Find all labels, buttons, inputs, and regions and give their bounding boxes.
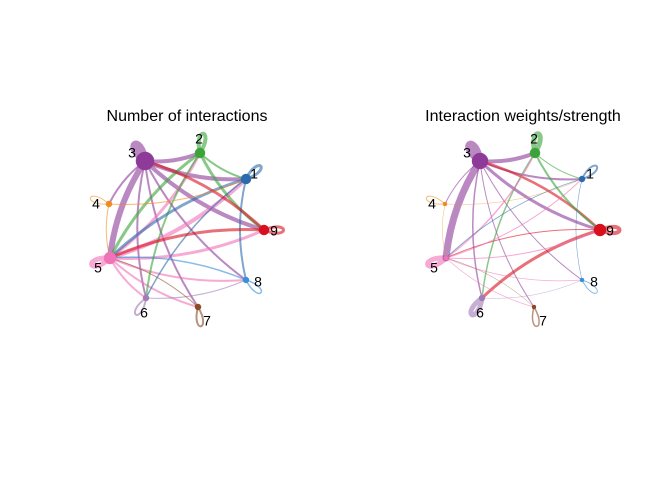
node-9 [593, 223, 607, 237]
edge-4-4 [425, 195, 446, 205]
edge-7-5 [445, 257, 535, 308]
edge-3-8 [479, 160, 583, 281]
node-label-6: 6 [476, 305, 484, 321]
node-layer: 1 2 3 4 5 6 7 8 9 [92, 131, 278, 329]
node-5 [443, 255, 449, 261]
node-label-3: 3 [128, 145, 136, 161]
panel-title: Interaction weights/strength [425, 108, 621, 125]
edge-1-1 [244, 164, 263, 181]
edge-9-5 [445, 228, 601, 259]
edge-5-7 [445, 257, 535, 308]
node-4 [105, 200, 113, 208]
node-8 [242, 276, 250, 284]
edge-5-8 [445, 257, 583, 282]
node-label-7: 7 [203, 313, 211, 329]
node-label-4: 4 [92, 196, 100, 212]
edge-6-6 [133, 297, 147, 316]
edge-7-5 [109, 257, 199, 308]
node-label-8: 8 [254, 274, 262, 290]
node-4 [442, 201, 448, 207]
node-label-5: 5 [430, 260, 438, 276]
edge-2-5 [108, 151, 202, 260]
edge-5-9 [445, 229, 601, 260]
edge-3-5 [107, 158, 148, 261]
node-layer: 1 2 3 4 5 6 7 8 9 [428, 131, 614, 329]
edge-8-5 [109, 256, 247, 281]
edge-2-6 [481, 152, 536, 299]
edge-3-2 [478, 151, 537, 164]
edge-6-8 [145, 279, 247, 299]
edge-9-3 [143, 159, 266, 232]
edge-9-6 [480, 228, 602, 300]
node-1 [240, 173, 252, 185]
edge-6-6 [468, 295, 485, 318]
node-6 [142, 294, 150, 302]
node-label-8: 8 [590, 274, 598, 290]
node-label-1: 1 [250, 166, 258, 182]
edge-6-8 [481, 279, 583, 299]
node-2 [194, 147, 206, 159]
edge-4-1 [108, 178, 247, 205]
edge-5-8 [109, 257, 247, 282]
edge-2-2 [531, 131, 543, 156]
node-6 [478, 294, 486, 302]
node-label-2: 2 [195, 131, 203, 147]
edge-8-8 [581, 279, 598, 294]
node-2 [529, 147, 541, 159]
edge-1-5 [445, 178, 583, 259]
node-label-6: 6 [140, 305, 148, 321]
node-label-5: 5 [94, 260, 102, 276]
edge-5-9 [108, 228, 266, 261]
node-1 [578, 175, 586, 183]
node-label-9: 9 [606, 223, 614, 239]
node-3 [471, 152, 489, 170]
node-7 [531, 304, 537, 310]
edge-3-8 [144, 160, 247, 281]
edge-9-9 [262, 225, 285, 235]
edge-1-5 [108, 177, 248, 260]
edge-5-5 [89, 255, 113, 269]
node-label-4: 4 [428, 196, 436, 212]
edge-3-1 [479, 160, 583, 181]
edge-2-2 [196, 131, 208, 155]
node-5 [103, 251, 117, 265]
edge-2-6 [145, 152, 201, 299]
edge-layer [89, 131, 285, 328]
edge-9-9 [598, 224, 622, 236]
edge-9-5 [108, 227, 266, 260]
edge-1-8 [575, 178, 583, 281]
node-8 [579, 277, 585, 283]
edge-5-1 [445, 178, 583, 259]
panel-number-of-interactions: Number of interactions 1 2 3 4 5 6 7 8 9 [89, 108, 285, 329]
edge-3-9 [143, 159, 266, 232]
edge-3-9 [478, 159, 602, 232]
node-9 [258, 224, 270, 236]
node-label-9: 9 [270, 223, 278, 239]
node-7 [194, 303, 202, 311]
edge-9-3 [478, 159, 602, 232]
edge-4-5 [442, 203, 447, 259]
node-3 [135, 151, 155, 171]
panel-title: Number of interactions [107, 108, 268, 125]
node-label-1: 1 [586, 166, 594, 182]
panel-interaction-weights: Interaction weights/strength 1 2 3 4 5 6 7 8 9 [425, 108, 622, 329]
edge-layer [425, 131, 622, 327]
edge-1-1 [581, 164, 599, 180]
edge-8-8 [245, 279, 263, 294]
edge-3-5 [442, 157, 484, 262]
node-label-3: 3 [463, 145, 471, 161]
edge-7-7 [531, 306, 540, 327]
edge-4-4 [89, 195, 110, 205]
edge-5-5 [425, 255, 449, 269]
node-label-7: 7 [539, 313, 547, 329]
edge-5-2 [445, 152, 536, 259]
edge-4-1 [444, 178, 583, 205]
edge-7-7 [195, 306, 205, 328]
edge-1-6 [145, 178, 247, 299]
node-label-2: 2 [530, 131, 538, 147]
